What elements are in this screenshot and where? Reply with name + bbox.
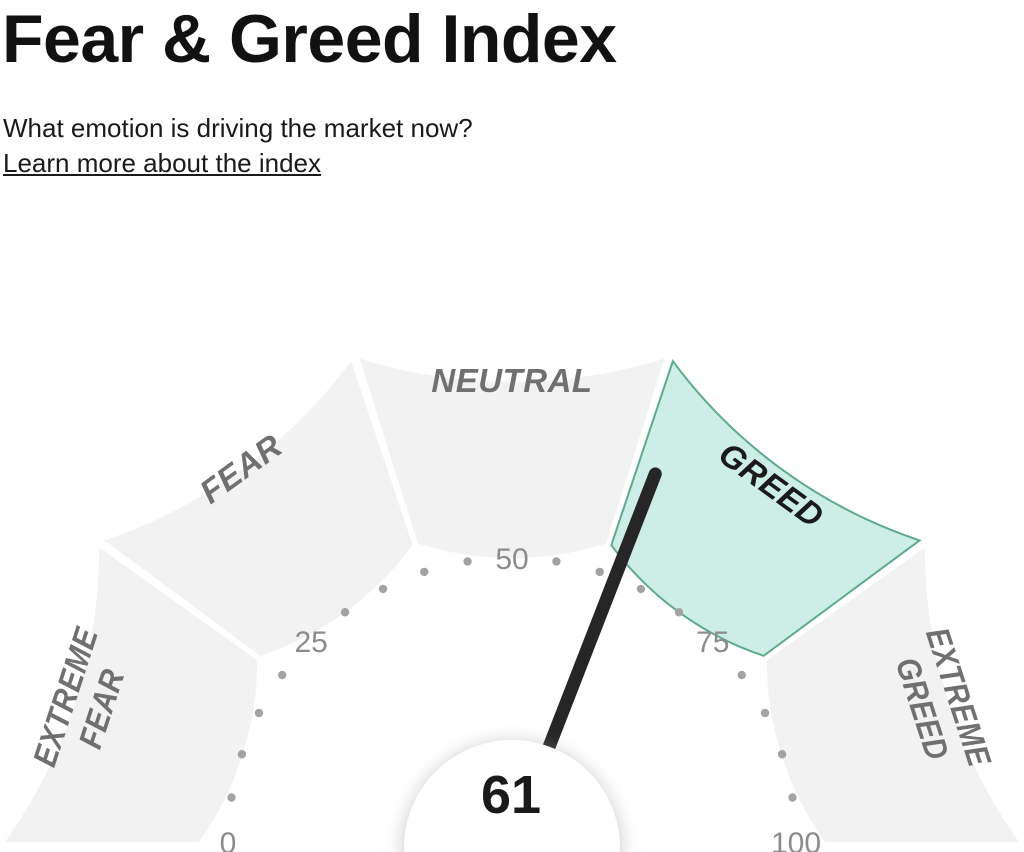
svg-text:NEUTRAL: NEUTRAL	[431, 362, 592, 399]
svg-text:25: 25	[294, 626, 327, 659]
svg-text:75: 75	[696, 626, 729, 659]
svg-text:50: 50	[495, 543, 528, 576]
svg-text:0: 0	[220, 827, 237, 852]
svg-text:61: 61	[481, 765, 541, 825]
svg-text:100: 100	[771, 827, 821, 852]
